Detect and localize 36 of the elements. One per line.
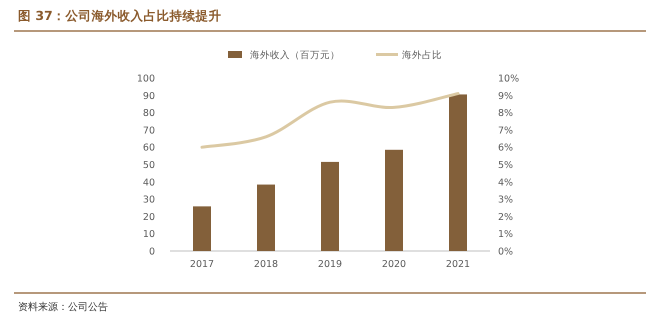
y2-tick-label: 2% (498, 212, 514, 223)
y-tick-label: 20 (142, 212, 155, 223)
bar (385, 150, 403, 251)
y-tick-label: 60 (142, 142, 155, 154)
y-tick-label: 50 (142, 160, 155, 171)
y2-tick-label: 6% (498, 142, 514, 154)
x-tick-label: 2018 (254, 259, 278, 270)
y-tick-label: 90 (142, 90, 155, 102)
y2-tick-label: 1% (498, 229, 514, 240)
y-tick-label: 0 (148, 246, 155, 258)
y-tick-label: 100 (136, 74, 155, 84)
y-tick-label: 30 (142, 194, 155, 206)
y-tick-label: 80 (142, 108, 155, 120)
y2-tick-label: 4% (498, 177, 514, 188)
y2-tick-label: 5% (498, 160, 514, 171)
y2-tick-label: 10% (498, 74, 520, 84)
x-tick-label: 2017 (190, 259, 214, 270)
x-tick-label: 2021 (446, 259, 470, 270)
y-tick-label: 70 (142, 125, 155, 136)
x-tick-label: 2020 (382, 259, 406, 270)
y2-tick-label: 3% (498, 194, 514, 206)
y2-tick-label: 0% (498, 246, 514, 258)
legend-label: 海外占比 (402, 49, 442, 61)
y2-tick-label: 7% (498, 125, 514, 136)
y2-tick-label: 8% (498, 108, 514, 120)
chart-title: 图 37：公司海外收入占比持续提升 (18, 8, 222, 23)
legend-label: 海外收入（百万元） (250, 49, 340, 61)
bar (449, 94, 467, 251)
bar (193, 206, 211, 251)
y-tick-label: 10 (142, 229, 155, 240)
text: 资料来源：公司公告 (18, 301, 108, 313)
bar (257, 184, 275, 251)
y-tick-label: 40 (142, 177, 155, 188)
bar (321, 162, 339, 251)
y2-tick-label: 9% (498, 90, 514, 102)
x-tick-label: 2019 (318, 259, 342, 270)
